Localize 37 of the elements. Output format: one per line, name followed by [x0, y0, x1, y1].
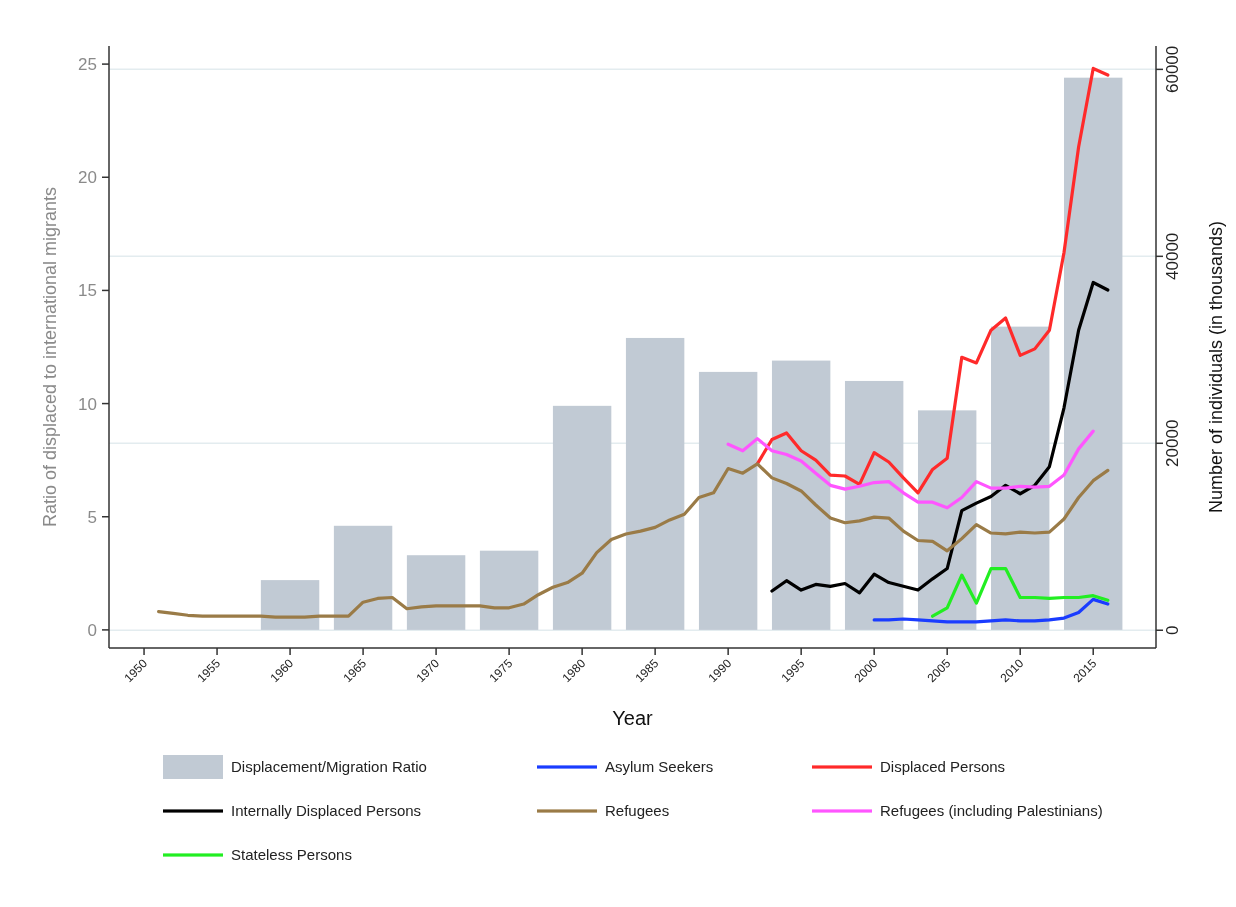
bar [771, 360, 831, 630]
legend-label: Refugees (including Palestinians) [880, 802, 1103, 820]
legend-label: Displacement/Migration Ratio [231, 758, 427, 776]
bar [260, 580, 320, 630]
bar [1064, 77, 1123, 630]
legend-label: Internally Displaced Persons [231, 802, 422, 820]
y2-tick-label: 40000 [1163, 232, 1182, 280]
legend-label: Refugees [605, 802, 670, 820]
line-series [930, 566, 1110, 618]
y-tick-label: 20 [78, 168, 97, 188]
y-tick-label: 15 [78, 281, 97, 301]
y2-tick-label: 60000 [1163, 45, 1182, 94]
y-tick-label: 0 [87, 620, 97, 640]
bar [698, 371, 758, 630]
bar [479, 550, 539, 630]
line-series [726, 429, 1095, 510]
y2-tick-label: 20000 [1163, 419, 1182, 467]
bar [333, 525, 393, 630]
y-tick-label: 10 [78, 394, 97, 414]
line-series [770, 280, 1110, 595]
legend-label: Displaced Persons [880, 758, 1006, 776]
bar [625, 337, 685, 630]
bar [844, 380, 904, 630]
y-tick-label: 5 [87, 507, 97, 527]
x-axis-title: Year [612, 707, 654, 729]
y-axis-title: Ratio of displaced to international migrants [40, 186, 60, 528]
y2-axis-title: Number of individuals (in thousands) [1206, 220, 1226, 514]
line-series [755, 66, 1110, 495]
line-series [872, 597, 1110, 624]
y2-tick-label: 0 [1163, 625, 1182, 635]
bar [552, 405, 612, 630]
legend-label: Stateless Persons [231, 846, 352, 864]
bar [990, 326, 1050, 630]
bar [406, 555, 466, 630]
legend-label: Asylum Seekers [605, 758, 714, 776]
y-tick-label: 25 [78, 55, 97, 75]
line-series [157, 462, 1110, 619]
